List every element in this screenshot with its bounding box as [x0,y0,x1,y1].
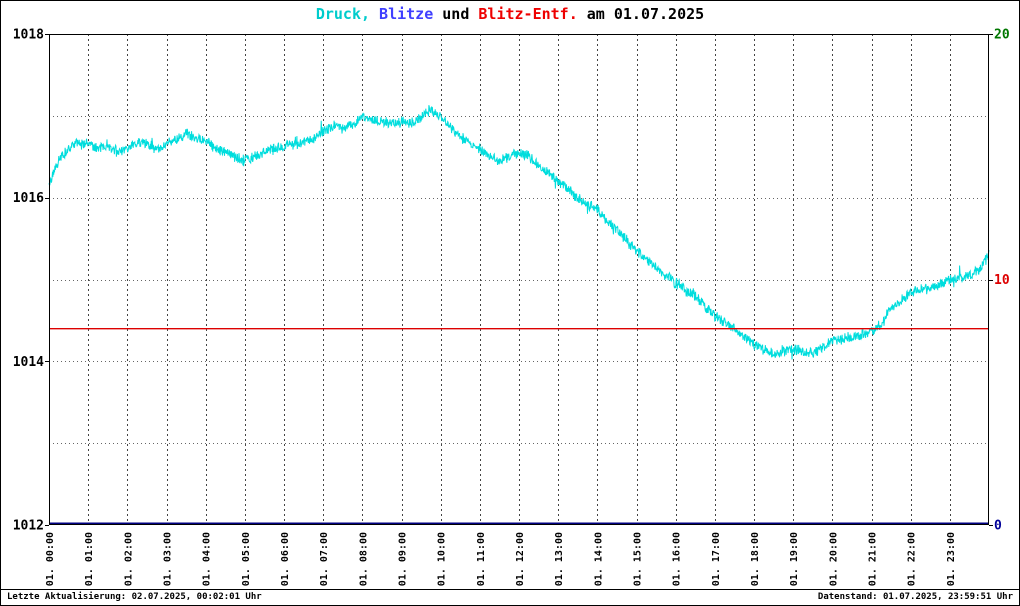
svg-text:01. 20:00: 01. 20:00 [828,532,839,586]
svg-text:01. 10:00: 01. 10:00 [437,532,448,586]
svg-text:01. 02:00: 01. 02:00 [123,532,134,586]
svg-text:01. 21:00: 01. 21:00 [868,532,879,586]
title-part: am 01.07.2025 [586,5,705,23]
svg-text:01. 13:00: 01. 13:00 [554,532,565,586]
svg-text:01. 18:00: 01. 18:00 [750,532,761,586]
last-update-text: Letzte Aktualisierung: 02.07.2025, 00:02… [7,592,262,602]
druck-series-line [48,105,990,360]
svg-text:01. 00:00: 01. 00:00 [45,532,56,586]
footer-divider [1,589,1019,590]
svg-text:01. 22:00: 01. 22:00 [907,532,918,586]
x-axis-labels: 01. 00:00 01. 01:00 01. 02:00 01. 03:00 01. … [45,532,957,586]
svg-text:01. 17:00: 01. 17:00 [711,532,722,586]
title-part: und [442,5,470,23]
title-part: Blitze [379,5,434,23]
svg-text:20: 20 [994,28,1010,43]
svg-text:1012: 1012 [13,519,44,534]
plot-border [49,34,989,525]
svg-text:1014: 1014 [13,355,44,370]
svg-text:01. 05:00: 01. 05:00 [241,532,252,586]
horizontal-gridlines [49,116,989,444]
svg-text:01. 03:00: 01. 03:00 [163,532,174,586]
svg-text:0: 0 [994,519,1002,534]
svg-text:01. 16:00: 01. 16:00 [672,532,683,586]
svg-text:01. 19:00: 01. 19:00 [789,532,800,586]
svg-text:10: 10 [994,273,1010,288]
svg-text:01. 07:00: 01. 07:00 [319,532,330,586]
svg-text:01. 23:00: 01. 23:00 [946,532,957,586]
vertical-gridlines [88,34,951,525]
svg-text:1018: 1018 [13,28,44,43]
svg-text:01. 11:00: 01. 11:00 [476,532,487,586]
right-axis-labels: 20 10 0 [994,28,1010,534]
data-timestamp-text: Datenstand: 01.07.2025, 23:59:51 Uhr [817,592,1013,602]
svg-text:1016: 1016 [13,191,44,206]
svg-text:01. 08:00: 01. 08:00 [358,532,369,586]
title-part: Blitz-Entf. [478,5,578,23]
title-part: Druck, [315,5,371,23]
svg-text:01. 12:00: 01. 12:00 [515,532,526,586]
svg-text:01. 15:00: 01. 15:00 [633,532,644,586]
svg-text:01. 14:00: 01. 14:00 [593,532,604,586]
svg-text:01. 01:00: 01. 01:00 [84,532,95,586]
chart-title: Druck, Blitze und Blitz-Entf. am 01.07.2… [1,5,1019,23]
svg-text:01. 04:00: 01. 04:00 [202,532,213,586]
left-axis-labels: 1018 1016 1014 1012 [13,28,44,534]
svg-text:01. 06:00: 01. 06:00 [280,532,291,586]
svg-text:01. 09:00: 01. 09:00 [398,532,409,586]
